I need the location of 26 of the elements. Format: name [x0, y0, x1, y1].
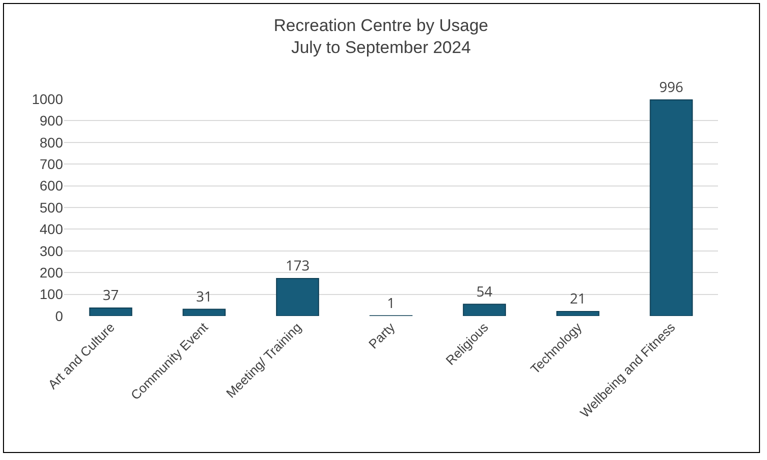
y-tick-label: 1000 [32, 90, 64, 107]
bar [556, 310, 600, 316]
bar [89, 307, 132, 316]
data-label: 37 [102, 286, 119, 305]
data-label: 173 [286, 256, 310, 276]
y-tick-label: 400 [40, 221, 64, 238]
bar [182, 308, 226, 316]
bar [650, 99, 693, 316]
y-tick-label: 500 [40, 199, 64, 216]
data-label: 31 [196, 287, 212, 306]
y-tick-label: 800 [40, 134, 64, 150]
chart-title: Recreation Centre by Usage [274, 16, 488, 35]
y-tick-label: 900 [40, 112, 64, 129]
bar [276, 278, 320, 316]
y-tick-label: 0 [55, 308, 64, 324]
y-tick-label: 700 [40, 156, 64, 172]
data-label: 21 [570, 289, 586, 308]
y-tick-label: 100 [40, 286, 64, 302]
y-tick-label: 200 [40, 264, 64, 280]
data-label: 996 [659, 78, 684, 97]
y-tick-label: 600 [40, 178, 64, 194]
data-label: 1 [386, 294, 396, 313]
data-label: 54 [476, 282, 492, 302]
chart-subtitle: July to September 2024 [291, 38, 471, 57]
bar [462, 304, 506, 316]
y-tick-label: 300 [40, 242, 64, 259]
